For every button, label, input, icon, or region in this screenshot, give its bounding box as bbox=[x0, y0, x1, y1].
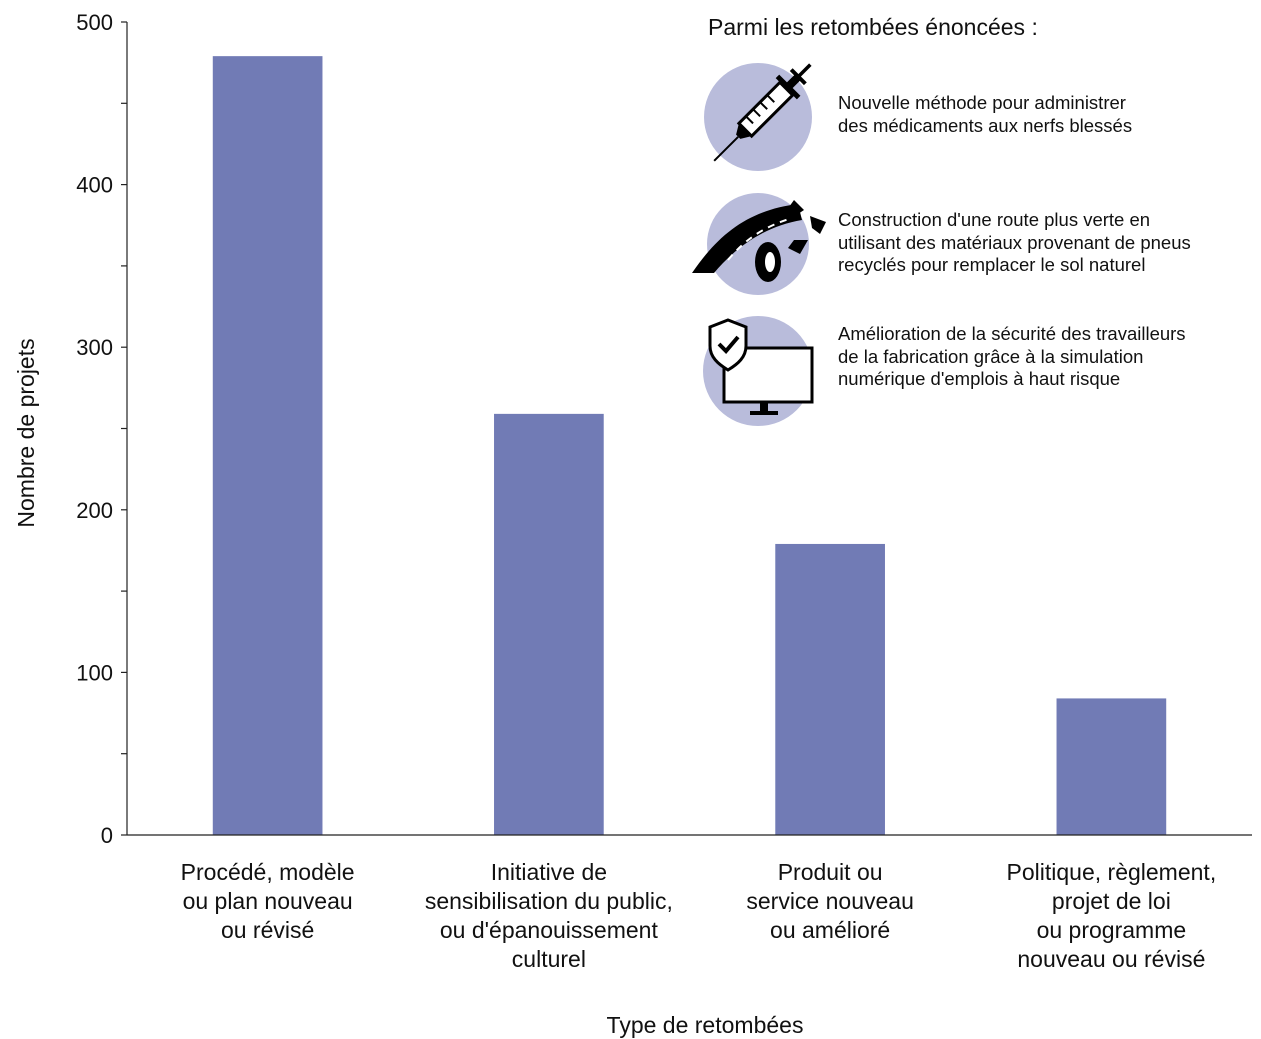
bar bbox=[212, 56, 323, 836]
callout-item-road: Construction d'une route plus verte en u… bbox=[692, 192, 1261, 304]
y-tick-label: 0 bbox=[101, 823, 113, 848]
callout-item-monitor: Amélioration de la sécurité des travaill… bbox=[703, 312, 1261, 426]
x-category-label: Initiative de sensibilisation du public, o… bbox=[425, 859, 673, 972]
bar bbox=[494, 413, 604, 835]
syringe-icon bbox=[704, 63, 812, 171]
bar bbox=[775, 543, 885, 835]
recycled-tire-road-icon bbox=[692, 193, 826, 295]
bars bbox=[212, 56, 1167, 836]
callout-item-text: Amélioration de la sécurité des travaill… bbox=[838, 323, 1186, 389]
callout-item-text: Nouvelle méthode pour administrer des mé… bbox=[838, 92, 1133, 136]
callout-title: Parmi les retombées énoncées : bbox=[708, 14, 1038, 40]
x-axis-title: Type de retombées bbox=[607, 1012, 804, 1038]
callout-panel: Parmi les retombées énoncées : Nouvelle … bbox=[692, 14, 1261, 434]
bar bbox=[1056, 698, 1167, 835]
x-category-label: Procédé, modèle ou plan nouveau ou révisé bbox=[181, 859, 355, 943]
secure-monitor-icon bbox=[703, 316, 814, 426]
y-tick-label: 400 bbox=[76, 173, 113, 198]
y-tick-label: 300 bbox=[76, 335, 113, 360]
y-tick-label: 100 bbox=[76, 660, 113, 685]
y-axis-title: Nombre de projets bbox=[13, 338, 39, 527]
y-axis: 0 100 200 300 400 500 bbox=[76, 10, 128, 848]
x-category-label: Produit ou service nouveau ou amélioré bbox=[746, 859, 914, 943]
callout-item-text: Construction d'une route plus verte en u… bbox=[838, 209, 1191, 275]
y-tick-label: 200 bbox=[76, 498, 113, 523]
x-category-label: Politique, règlement, projet de loi ou pro… bbox=[1007, 859, 1217, 972]
callout-item-syringe: Nouvelle méthode pour administrer des mé… bbox=[704, 56, 1261, 171]
x-axis: Procédé, modèle ou plan nouveau ou révisé I… bbox=[127, 834, 1252, 972]
y-tick-label: 500 bbox=[76, 10, 113, 35]
